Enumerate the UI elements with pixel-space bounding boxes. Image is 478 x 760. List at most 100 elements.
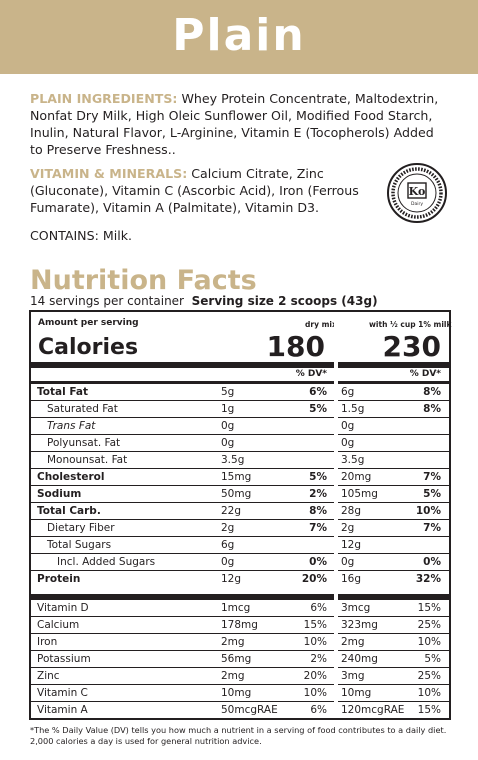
nutrient-name: Cholesterol (37, 471, 105, 483)
nutrient-row: Saturated Fat 1g 5% 1.5g 8% (31, 401, 449, 418)
calories-label: Calories (38, 335, 139, 360)
dv-dry: 2% (310, 653, 327, 665)
amount-dry: 50mg (221, 488, 252, 500)
nutrient-row: Sodium 50mg 2% 105mg 5% (31, 486, 449, 503)
dv-dry: 0% (309, 556, 327, 568)
dv-milk: 25% (417, 619, 441, 631)
flavor-title: Plain (172, 10, 306, 61)
nutrient-row: Polyunsat. Fat 0g 0g (31, 435, 449, 452)
dv-dry: 10% (303, 687, 327, 699)
amount-dry: 0g (221, 556, 235, 568)
ingredients-paragraph: PLAIN INGREDIENTS: Whey Protein Concentr… (30, 90, 450, 158)
dv-dry: 8% (309, 505, 327, 517)
nutrient-name: Total Carb. (37, 505, 101, 517)
dv-dry: 20% (303, 670, 327, 682)
nutrient-name: Incl. Added Sugars (57, 556, 156, 568)
amount-milk: 3.5g (341, 454, 365, 466)
amount-milk: 28g (341, 505, 362, 517)
amount-dry: 2mg (221, 636, 245, 648)
amount-dry: 5g (221, 386, 235, 398)
nutrient-name: Saturated Fat (47, 403, 118, 415)
dv-dry: 6% (309, 386, 327, 398)
servings-line: 14 servings per container Serving size 2… (30, 294, 378, 309)
dv-milk: 10% (417, 636, 441, 648)
daily-value-footnote: *The % Daily Value (DV) tells you how mu… (30, 725, 447, 746)
ingredients-label: PLAIN INGREDIENTS: (30, 91, 178, 106)
amount-dry: 10mg (221, 687, 252, 699)
nutrient-name: Trans Fat (47, 420, 96, 432)
calories-milk-value: 230 (382, 330, 441, 363)
nutrient-name: Calcium (37, 619, 80, 631)
dv-milk: 7% (423, 522, 441, 534)
dv-milk: 7% (423, 471, 441, 483)
nutrient-row: Trans Fat 0g 0g (31, 418, 449, 435)
nutrient-name: Total Fat (37, 386, 89, 398)
nutrient-row: Total Fat 5g 6% 6g 8% (31, 384, 449, 401)
dv-dry: 7% (309, 522, 327, 534)
amount-milk: 10mg (341, 687, 372, 699)
amount-milk: 0g (341, 556, 355, 568)
amount-dry: 1mcg (221, 602, 251, 614)
dv-dry: 10% (303, 636, 327, 648)
vitamin-row: Potassium 56mg 2% 240mg 5% (31, 651, 449, 668)
vitamin-row: Vitamin D 1mcg 6% 3mcg 15% (31, 600, 449, 617)
amount-dry: 2g (221, 522, 235, 534)
amount-milk: 16g (341, 573, 362, 585)
amount-milk: 0g (341, 437, 355, 449)
amount-milk: 12g (341, 539, 362, 551)
dv-milk: 32% (415, 573, 441, 585)
nutrient-row: Incl. Added Sugars 0g 0% 0g 0% (31, 554, 449, 571)
nutrient-name: Polyunsat. Fat (47, 437, 121, 449)
nutrient-name: Vitamin A (37, 704, 88, 716)
nutrient-row: Total Sugars 6g 12g (31, 537, 449, 554)
dv-dry: 5% (309, 403, 327, 415)
amount-dry: 0g (221, 420, 235, 432)
vitamins-label: VITAMIN & MINERALS: (30, 166, 188, 181)
amount-dry: 22g (221, 505, 242, 517)
amount-milk: 120mcgRAE (341, 704, 405, 716)
nutrient-name: Protein (37, 573, 81, 585)
dv-milk: 15% (417, 602, 441, 614)
nutrient-row: Total Carb. 22g 8% 28g 10% (31, 503, 449, 520)
dv-milk: 5% (423, 488, 441, 500)
kosher-mark: Ko (409, 185, 426, 198)
amount-dry: 178mg (221, 619, 258, 631)
nutrient-name: Total Sugars (47, 539, 112, 551)
vitamin-row: Vitamin C 10mg 10% 10mg 10% (31, 685, 449, 702)
micros-divider (31, 594, 449, 600)
dv-milk: 10% (417, 687, 441, 699)
amount-milk: 3mg (341, 670, 365, 682)
dv-milk: 8% (423, 386, 441, 398)
dv-header-milk: % DV* (409, 369, 441, 379)
amount-milk: 6g (341, 386, 355, 398)
serving-size: Serving size 2 scoops (43g) (191, 294, 378, 308)
with-milk-header: with ½ cup 1% milk (369, 320, 452, 329)
nutrient-name: Monounsat. Fat (47, 454, 128, 466)
nutrient-name: Potassium (37, 653, 91, 665)
amount-per-serving-label: Amount per serving (38, 318, 139, 328)
dv-dry: 15% (303, 619, 327, 631)
vitamins-text: Calcium Citrate, Zinc (Gluconate), Vitam… (30, 166, 359, 215)
vitamin-row: Calcium 178mg 15% 323mg 25% (31, 617, 449, 634)
amount-milk: 3mcg (341, 602, 371, 614)
vitamin-row: Zinc 2mg 20% 3mg 25% (31, 668, 449, 685)
kosher-seal-icon: Ko Dairy (387, 163, 447, 223)
nutrient-name: Iron (37, 636, 58, 648)
dv-dry: 5% (309, 471, 327, 483)
amount-milk: 1.5g (341, 403, 365, 415)
amount-dry: 12g (221, 573, 242, 585)
dv-header-dry: % DV* (295, 369, 327, 379)
amount-milk: 323mg (341, 619, 378, 631)
dv-dry: 6% (310, 704, 327, 716)
calories-divider (31, 362, 449, 368)
kosher-sub: Dairy (411, 201, 423, 207)
amount-dry: 50mcgRAE (221, 704, 278, 716)
amount-dry: 0g (221, 437, 235, 449)
dv-milk: 10% (415, 505, 441, 517)
amount-milk: 2mg (341, 636, 365, 648)
amount-milk: 20mg (341, 471, 372, 483)
vitamin-row: Vitamin A 50mcgRAE 6% 120mcgRAE 15% (31, 702, 449, 719)
nutrition-facts-title: Nutrition Facts (30, 265, 257, 296)
amount-milk: 105mg (341, 488, 378, 500)
nutrient-name: Vitamin C (37, 687, 88, 699)
